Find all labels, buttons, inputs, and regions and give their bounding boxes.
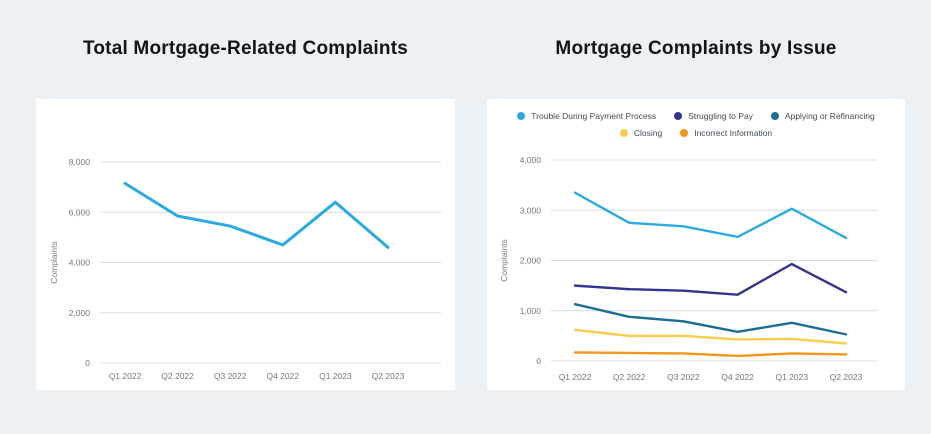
legend-item-incorrect-information: Incorrect Information	[680, 128, 772, 138]
series-line-total-mortgage-related-complaints	[123, 181, 390, 249]
legend: Trouble During Payment Process Struggling…	[510, 111, 882, 138]
legend-label: Incorrect Information	[694, 128, 773, 138]
y-tick-label: 8,000	[69, 157, 91, 167]
series-line-struggling-to-pay	[573, 262, 848, 296]
x-tick-label: Q3 2022	[667, 372, 700, 382]
y-tick-label: 6,000	[69, 207, 91, 217]
x-tick-label: Q4 2022	[721, 372, 754, 382]
y-tick-label: 0	[85, 358, 90, 368]
x-tick-label: Q4 2022	[266, 371, 299, 381]
total-complaints-line-chart: 0 2,000 4,000 6,000 8,000 Q1 2022 Q2 2022 Q3 20…	[49, 157, 441, 381]
y-tick-label: 1,000	[520, 306, 542, 316]
legend-dot-icon	[619, 129, 628, 137]
x-tick-label: Q2 2023	[830, 372, 863, 382]
y-tick-label: 4,000	[520, 155, 542, 165]
legend-dot-icon	[770, 112, 779, 120]
y-tick-label: 2,000	[520, 256, 542, 266]
right-chart-title: Mortgage Complaints by Issue	[555, 38, 837, 59]
legend-item-struggling-to-pay: Struggling to Pay	[674, 111, 753, 121]
legend-dot-icon	[674, 112, 683, 120]
complaints-by-issue-panel: Mortgage Complaints by Issue Trouble Dur…	[487, 0, 905, 434]
y-tick-label: 3,000	[520, 205, 542, 215]
series-line-closing	[573, 328, 848, 345]
y-tick-label: 4,000	[69, 258, 91, 268]
x-tick-label: Q2 2022	[613, 372, 646, 382]
legend-label: Struggling to Pay	[688, 111, 753, 121]
x-tick-label: Q2 2022	[161, 371, 194, 381]
legend-label: Closing	[633, 128, 663, 138]
x-tick-label: Q1 2023	[775, 372, 808, 382]
y-axis-title: Complaints	[499, 239, 509, 282]
complaints-by-issue-line-chart: 0 1,000 2,000 3,000 4,000 Q1 2022 Q2 2022 Q3 20…	[499, 155, 877, 382]
left-chart-title: Total Mortgage-Related Complaints	[82, 38, 409, 59]
x-tick-label: Q1 2022	[559, 372, 592, 382]
y-tick-label: 2,000	[69, 308, 91, 318]
total-complaints-panel: Total Mortgage-Related Complaints 0 2,000…	[36, 0, 455, 434]
legend-item-trouble-during-payment-process: Trouble During Payment Process	[517, 111, 656, 121]
series-line-applying-or-refinancing	[573, 303, 848, 336]
series-line-incorrect-information	[573, 351, 848, 358]
series-line-trouble-during-payment-process	[573, 191, 848, 240]
legend-item-applying-or-refinancing: Applying or Refinancing	[770, 111, 875, 121]
y-axis-title: Complaints	[49, 241, 59, 284]
x-tick-label: Q2 2023	[372, 371, 405, 381]
right-chart-card: Trouble During Payment Process Struggling…	[487, 99, 905, 390]
x-tick-label: Q1 2023	[319, 371, 352, 381]
y-tick-label: 0	[536, 356, 541, 366]
legend-label: Trouble During Payment Process	[531, 111, 657, 121]
x-tick-label: Q3 2022	[214, 371, 247, 381]
legend-dot-icon	[517, 112, 526, 120]
left-chart-card: 0 2,000 4,000 6,000 8,000 Q1 2022 Q2 2022 Q3 20…	[36, 99, 455, 390]
x-tick-label: Q1 2022	[109, 371, 142, 381]
legend-dot-icon	[680, 129, 689, 137]
legend-item-closing: Closing	[619, 128, 663, 138]
legend-label: Applying or Refinancing	[784, 111, 875, 121]
